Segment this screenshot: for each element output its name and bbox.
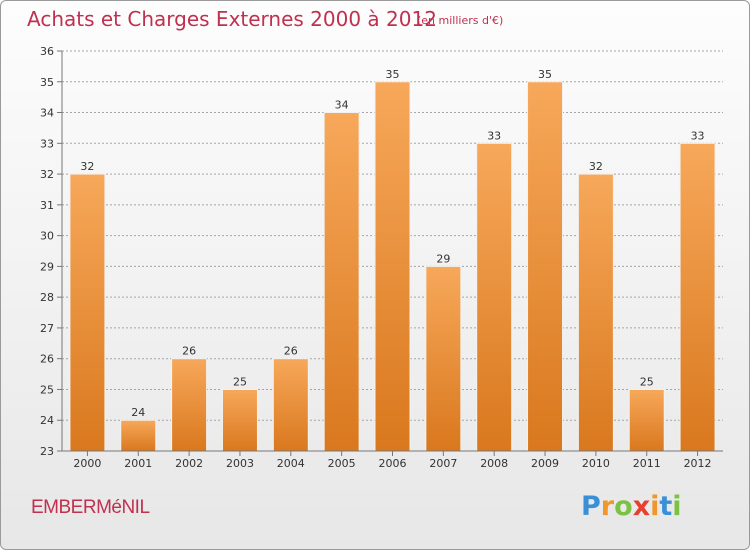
logo-letter: P — [581, 491, 601, 522]
y-tick-label: 35 — [40, 76, 54, 89]
x-tick-label: 2011 — [633, 457, 661, 470]
x-tick-label: 2006 — [379, 457, 407, 470]
x-tick-label: 2000 — [73, 457, 101, 470]
logo-letter: i — [650, 491, 660, 522]
y-tick-label: 31 — [40, 199, 54, 212]
data-label: 35 — [538, 68, 552, 81]
data-label: 32 — [80, 160, 94, 173]
x-tick-label: 2010 — [582, 457, 610, 470]
data-labels: 32 24 26 25 26 34 35 29 33 35 32 25 33 — [80, 68, 704, 419]
chart-title: Achats et Charges Externes 2000 à 2012 — [27, 7, 437, 31]
data-label: 26 — [284, 345, 298, 358]
logo-letter: o — [614, 491, 633, 522]
bar — [679, 142, 716, 452]
logo-letter: r — [600, 491, 615, 522]
bar — [69, 173, 106, 452]
x-tick-label: 2004 — [277, 457, 305, 470]
chart-subtitle: (en milliers d'€) — [417, 14, 504, 27]
y-tick-label: 29 — [40, 260, 54, 273]
y-tick-label: 24 — [40, 414, 54, 427]
x-tick-label: 2007 — [429, 457, 457, 470]
bar — [323, 112, 360, 452]
data-label: 33 — [691, 129, 705, 142]
data-label: 25 — [640, 375, 654, 388]
data-label: 24 — [131, 406, 145, 419]
logo-letter: i — [672, 491, 682, 522]
y-tick-label: 27 — [40, 322, 54, 335]
y-tick-label: 25 — [40, 383, 54, 396]
bar — [221, 388, 258, 452]
x-tick-label: 2009 — [531, 457, 559, 470]
data-label: 25 — [233, 375, 247, 388]
data-label: 29 — [436, 252, 450, 265]
x-tick-label: 2003 — [226, 457, 254, 470]
bar — [171, 358, 208, 452]
data-label: 32 — [589, 160, 603, 173]
bar — [120, 419, 157, 452]
x-tick-label: 2002 — [175, 457, 203, 470]
data-label: 26 — [182, 345, 196, 358]
commune-name: EMBERMéNIL — [31, 497, 150, 518]
data-label: 34 — [335, 99, 349, 112]
y-tick-label: 36 — [40, 45, 54, 58]
bar — [476, 142, 513, 452]
x-tick-label: 2008 — [480, 457, 508, 470]
x-tick-label: 2001 — [124, 457, 152, 470]
bar — [374, 81, 411, 452]
y-tick-label: 34 — [40, 107, 54, 120]
logo-letter: t — [659, 491, 673, 522]
logo-letter: x — [632, 491, 651, 522]
data-label: 33 — [487, 129, 501, 142]
y-tick-label: 32 — [40, 168, 54, 181]
bar — [425, 265, 462, 452]
bars — [69, 81, 716, 452]
bar — [527, 81, 564, 452]
axes: 23 24 25 26 27 28 29 30 31 32 33 34 35 36 2000 2001 2002… — [40, 45, 723, 470]
proxiti-logo: Proxiti — [581, 491, 682, 522]
y-tick-label: 28 — [40, 291, 54, 304]
x-tick-label: 2012 — [684, 457, 712, 470]
x-tick-label: 2005 — [328, 457, 356, 470]
data-label: 35 — [386, 68, 400, 81]
y-tick-label: 23 — [40, 445, 54, 458]
y-tick-label: 30 — [40, 230, 54, 243]
bar — [272, 358, 309, 452]
bar — [628, 388, 665, 452]
y-tick-label: 26 — [40, 353, 54, 366]
bar — [577, 173, 614, 452]
y-tick-label: 33 — [40, 137, 54, 150]
